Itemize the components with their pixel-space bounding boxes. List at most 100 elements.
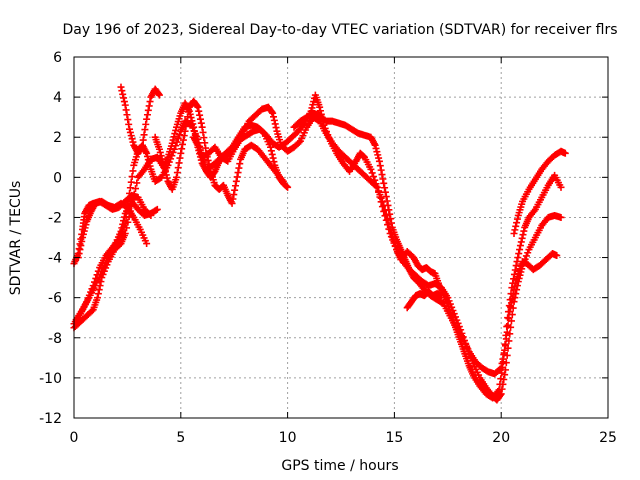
data-point: [176, 131, 184, 139]
data-point: [504, 314, 512, 322]
data-point: [268, 150, 276, 158]
data-point: [171, 130, 179, 138]
data-point: [501, 346, 509, 354]
data-point: [502, 335, 510, 343]
y-tick-label: -4: [48, 251, 62, 267]
data-point: [120, 98, 128, 106]
data-point: [172, 126, 180, 134]
data-point: [169, 136, 177, 144]
data-point: [504, 321, 512, 329]
data-point: [118, 87, 126, 95]
data-point: [524, 249, 532, 257]
tick-labels: 0 5 10 15 20 25 -12 -10 -8 -6 -4 -2 0 2 4 6: [39, 50, 617, 446]
data-point: [155, 145, 163, 153]
data-point: [196, 111, 204, 119]
data-point: [144, 106, 152, 114]
data-point: [499, 355, 507, 363]
data-point: [386, 210, 394, 218]
data-point: [122, 106, 130, 114]
data-point: [496, 365, 504, 373]
data-point: [159, 158, 167, 166]
data-point: [368, 169, 376, 177]
data-point: [270, 158, 278, 166]
data-point: [234, 169, 242, 177]
axis-ticks: [73, 56, 609, 419]
data-point: [152, 206, 160, 214]
data-point: [175, 159, 183, 167]
chart-title: Day 196 of 2023, Sidereal Day-to-day VTE…: [62, 22, 617, 38]
data-point: [382, 193, 390, 201]
data-point: [179, 136, 187, 144]
data-point: [176, 154, 184, 162]
data-point: [173, 173, 181, 181]
data-point: [320, 121, 328, 129]
data-point: [232, 177, 240, 185]
data-point: [120, 217, 128, 225]
data-point: [379, 175, 387, 183]
y-axis-label: SDTVAR / TECUs: [8, 181, 24, 296]
data-point: [497, 364, 505, 372]
series-9: [290, 109, 561, 378]
data-point: [94, 290, 102, 298]
data-point: [561, 149, 569, 157]
data-point: [229, 195, 237, 203]
data-point: [143, 240, 151, 248]
data-point: [181, 127, 189, 135]
data-point: [157, 152, 165, 160]
data-point: [519, 231, 527, 239]
data-point: [498, 359, 506, 367]
data-point: [95, 286, 103, 294]
data-point: [325, 134, 333, 142]
data-point: [187, 114, 195, 122]
data-point: [511, 266, 519, 274]
data-point: [321, 124, 329, 132]
data-point: [268, 108, 276, 116]
data-point: [126, 125, 134, 133]
y-tick-label: -12: [39, 411, 62, 427]
data-point: [179, 140, 187, 148]
data-point: [147, 211, 155, 219]
data-point: [309, 101, 317, 109]
data-point: [518, 234, 526, 242]
data-point: [129, 138, 137, 146]
y-tick-label: 4: [53, 90, 62, 106]
data-point: [371, 141, 379, 149]
data-point: [133, 179, 141, 187]
data-point: [269, 154, 277, 162]
data-point: [510, 229, 518, 237]
data-point: [146, 98, 154, 106]
data-point: [511, 226, 519, 234]
data-point: [169, 148, 177, 156]
data-point: [196, 115, 204, 123]
data-point: [155, 91, 163, 99]
y-tick-label: 0: [53, 170, 62, 186]
data-point: [505, 315, 513, 323]
data-point: [145, 159, 153, 167]
data-point: [387, 215, 395, 223]
data-point: [271, 120, 279, 128]
data-point: [117, 227, 125, 235]
series-6: [117, 83, 163, 157]
data-point: [235, 164, 243, 172]
data-point: [160, 161, 168, 169]
data-point: [372, 180, 380, 188]
data-point: [557, 213, 565, 221]
data-point: [376, 193, 384, 201]
data-point: [146, 162, 154, 170]
data-point: [145, 102, 153, 110]
data-point: [79, 230, 87, 238]
data-point: [267, 147, 275, 155]
data-point: [308, 104, 316, 112]
data-point: [514, 254, 522, 262]
data-point: [516, 246, 524, 254]
data-point: [195, 107, 203, 115]
series-11: [403, 288, 445, 312]
data-point: [138, 141, 146, 149]
data-point: [383, 197, 391, 205]
data-point: [129, 167, 137, 175]
data-point: [206, 164, 214, 172]
data-point: [231, 182, 239, 190]
data-point: [199, 128, 207, 136]
data-point: [170, 133, 178, 141]
data-point: [283, 183, 291, 191]
